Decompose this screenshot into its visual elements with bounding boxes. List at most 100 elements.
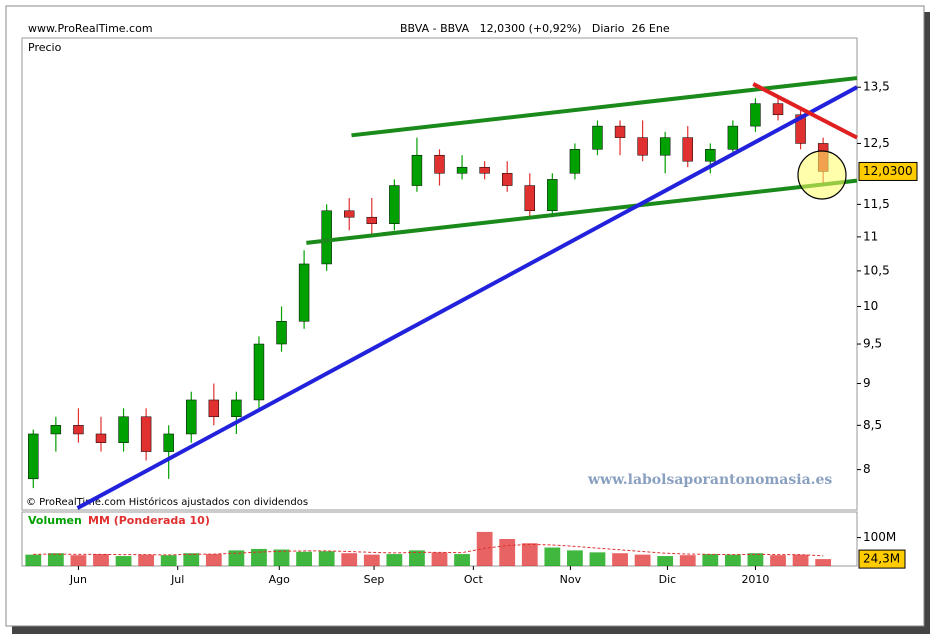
x-tick-label: Jul: [170, 573, 184, 586]
x-tick-label: Oct: [464, 573, 484, 586]
volume-bar: [409, 550, 425, 566]
volume-bar: [702, 554, 719, 566]
volume-bar: [657, 556, 674, 566]
highlight-circle: [797, 150, 847, 200]
x-tick-label: 2010: [741, 573, 769, 586]
candle-body: [727, 125, 739, 150]
y-tick-label: 11,5: [863, 197, 890, 211]
x-tick-label: Ago: [269, 573, 291, 586]
y-tick-label: 9,5: [863, 337, 882, 351]
candle-body: [231, 399, 242, 418]
candle-body: [682, 137, 693, 162]
y-tick-label: 8,5: [863, 418, 882, 432]
volume-bar: [47, 553, 64, 566]
last-volume-label: 24,3M: [863, 552, 900, 566]
y-tick-label: 13,5: [863, 80, 890, 94]
y-tick-label: 8: [863, 462, 871, 476]
volume-bar: [679, 555, 696, 566]
candle-body: [50, 425, 62, 435]
candle-body: [163, 433, 174, 452]
volume-bar: [747, 553, 764, 566]
volume-bar: [25, 554, 42, 566]
candle-body: [434, 154, 445, 174]
y-tick-label: 11: [863, 229, 878, 243]
y-tick-label: 100M: [863, 530, 896, 544]
candle-body: [208, 399, 220, 418]
candle-body: [705, 149, 716, 162]
volume-bar: [544, 547, 561, 566]
y-label: Precio: [28, 41, 62, 54]
volume-bar: [770, 555, 786, 566]
candle-body: [186, 399, 197, 435]
volume-bar: [115, 556, 132, 566]
candle-body: [73, 425, 84, 435]
candle-body: [298, 263, 310, 322]
x-tick-label: Nov: [560, 573, 582, 586]
trendline: [76, 85, 858, 510]
volume-bar: [815, 559, 832, 566]
candle-body: [592, 125, 603, 150]
volume-bar: [93, 554, 109, 566]
price-panel: [21, 37, 858, 511]
volume-bar: [454, 554, 470, 566]
volume-bar: [251, 548, 267, 566]
candle-body: [524, 185, 535, 212]
y-tick-label: 9: [863, 376, 871, 390]
candle-body: [795, 114, 806, 144]
candle-body: [501, 173, 513, 186]
volume-bar: [273, 549, 290, 566]
y-tick-label: 10,5: [863, 263, 890, 277]
candle-body: [344, 210, 355, 218]
volume-bar: [183, 553, 200, 566]
candle-body: [659, 137, 671, 156]
candle-body: [569, 149, 581, 174]
watermark: www.labolsaporantonomasia.es: [587, 472, 832, 488]
trendline: [752, 82, 858, 140]
volume-bar: [386, 554, 403, 566]
candle-body: [389, 185, 400, 224]
last-price-box: [858, 161, 918, 181]
volume-bar: [567, 550, 583, 566]
x-tick-label: Jun: [69, 573, 87, 586]
volume-bar: [431, 552, 448, 566]
source: www.ProRealTime.com: [28, 22, 153, 35]
candle-body: [28, 433, 39, 480]
chart-title: BBVA - BBVA 12,0300 (+0,92%) Diario 26 E…: [400, 22, 670, 35]
candle-body: [253, 343, 265, 401]
candle-body: [118, 416, 129, 443]
volume-bar: [476, 531, 493, 566]
volume-bar: [499, 539, 516, 566]
volume-bar: [318, 551, 335, 566]
volume-bar: [792, 554, 809, 566]
volume-bar: [724, 554, 741, 566]
x-tick-label: Sep: [364, 573, 385, 586]
y-tick-label: 10: [863, 299, 878, 313]
candle-body: [456, 166, 468, 174]
candle-body: [479, 166, 490, 174]
volume-bar: [296, 551, 312, 566]
volume-bar: [634, 554, 651, 566]
last-volume-box: [858, 549, 906, 569]
trendline: [306, 178, 858, 245]
legend-entry: Volumen: [28, 514, 82, 527]
volume-bar: [521, 543, 538, 566]
volume-bar: [341, 553, 358, 566]
trendline: [351, 76, 858, 138]
volume-bar: [138, 554, 155, 566]
note: © ProRealTime.com Históricos ajustados c…: [26, 496, 308, 508]
candle-body: [637, 137, 648, 156]
volume-bar: [612, 553, 628, 566]
candle-body: [276, 321, 287, 345]
candle-body: [614, 125, 626, 138]
candle-body: [750, 103, 761, 127]
x-tick-label: Dic: [659, 573, 677, 586]
volume-bar: [228, 550, 245, 566]
volume-bar: [70, 555, 87, 566]
candle-body: [547, 179, 558, 212]
volume-bar: [589, 552, 606, 566]
legend-entry: MM (Ponderada 10): [88, 514, 210, 527]
y-tick-label: 12,5: [863, 136, 890, 150]
candle-body: [321, 210, 332, 265]
candle-body: [140, 416, 152, 452]
